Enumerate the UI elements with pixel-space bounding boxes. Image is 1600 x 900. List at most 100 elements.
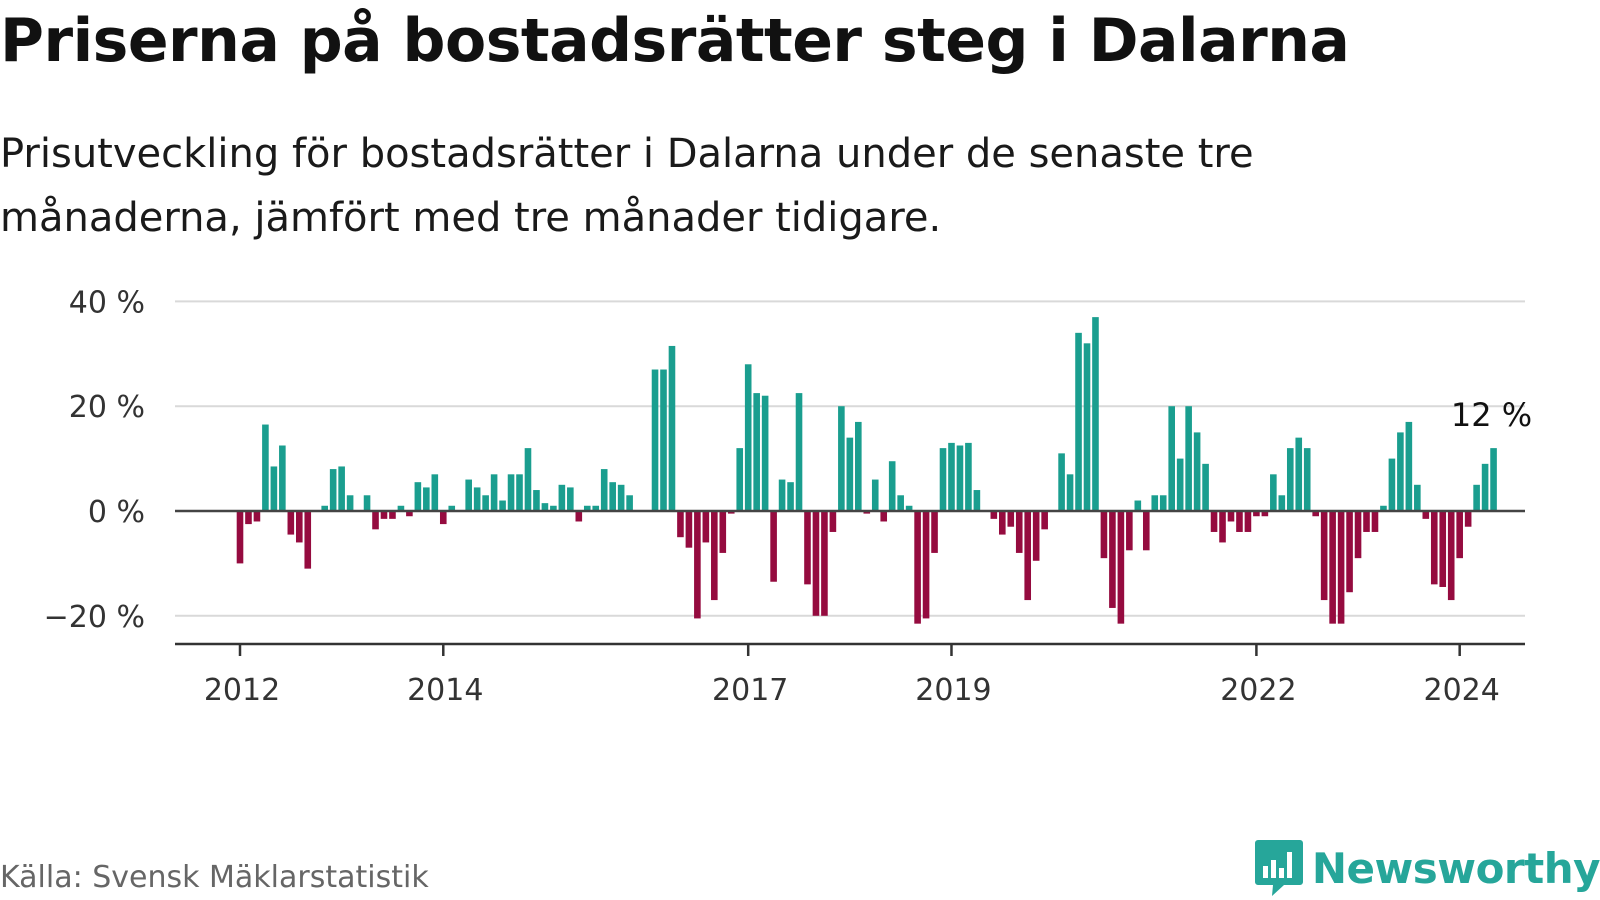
bar — [761, 395, 769, 511]
bar — [295, 511, 303, 543]
bar — [533, 490, 540, 511]
bar — [1286, 448, 1294, 511]
bar — [795, 393, 803, 511]
bar — [694, 511, 701, 619]
brand-logo: Newsworthy — [1254, 838, 1600, 898]
bar — [1414, 484, 1421, 511]
bar — [1032, 511, 1040, 561]
bar — [1490, 448, 1497, 511]
bar — [1092, 317, 1099, 511]
bar — [1481, 463, 1489, 511]
chart-title: Priserna på bostadsrätter steg i Dalarna — [0, 6, 1350, 76]
bar — [448, 505, 456, 511]
bar — [1151, 495, 1159, 511]
bar — [1270, 474, 1277, 511]
bar — [1193, 432, 1201, 511]
bar — [617, 484, 625, 511]
bar — [1244, 511, 1252, 532]
bar — [1236, 511, 1243, 532]
bar — [1109, 511, 1116, 608]
bar — [719, 511, 727, 553]
bar — [1083, 343, 1091, 511]
bar — [1126, 511, 1133, 551]
y-tick-label: −20 % — [44, 600, 145, 635]
bars — [236, 317, 1497, 624]
bar — [592, 505, 600, 511]
bar — [423, 487, 430, 511]
bar — [744, 364, 752, 511]
bar — [1405, 421, 1413, 511]
bar — [787, 482, 794, 511]
bar — [279, 445, 286, 511]
bar — [905, 505, 913, 511]
bar — [1388, 458, 1396, 511]
bar — [406, 511, 413, 517]
bar — [583, 505, 591, 511]
bar — [1397, 432, 1404, 511]
bar — [1041, 511, 1048, 530]
bar — [567, 487, 574, 511]
bar — [1430, 511, 1438, 585]
bar — [1464, 511, 1472, 527]
bar — [1015, 511, 1023, 553]
bar-chart: 40 % 20 % 0 % −20 % 2012 2014 2017 2019 2022 202… — [44, 285, 1533, 708]
bar — [380, 511, 388, 519]
bar — [914, 511, 921, 624]
bar — [550, 505, 557, 511]
y-axis: 40 % 20 % 0 % −20 % — [44, 285, 145, 634]
bar — [880, 511, 888, 522]
bar — [1100, 511, 1108, 559]
bar — [541, 503, 549, 511]
bar — [1422, 511, 1430, 519]
bar — [397, 505, 405, 511]
bar — [482, 495, 489, 511]
source-note: Källa: Svensk Mäklarstatistik — [0, 860, 429, 895]
bar — [939, 448, 947, 511]
bar — [863, 511, 871, 514]
bar — [1261, 511, 1269, 517]
bar — [439, 511, 447, 525]
bar — [609, 482, 616, 511]
bar — [1439, 511, 1447, 587]
bar — [1447, 511, 1455, 601]
bar — [685, 511, 693, 548]
x-tick-label: 2019 — [915, 673, 991, 708]
bar — [1117, 511, 1125, 624]
bar — [1134, 500, 1142, 511]
bar — [897, 495, 904, 511]
bar — [253, 511, 261, 522]
bar — [1329, 511, 1336, 624]
bar — [465, 479, 472, 511]
bar — [524, 448, 532, 511]
bar — [973, 490, 981, 511]
bar — [1227, 511, 1235, 522]
bar — [1007, 511, 1015, 527]
newsworthy-logo-icon — [1254, 840, 1303, 896]
bar — [1210, 511, 1218, 532]
annotations: 12 % — [1451, 396, 1532, 434]
bar — [304, 511, 312, 569]
bar — [1295, 437, 1303, 511]
bar — [1168, 406, 1175, 511]
bar — [855, 421, 862, 511]
bar — [812, 511, 820, 616]
y-tick-label: 40 % — [69, 285, 145, 320]
bar — [651, 369, 659, 511]
bar — [1380, 505, 1387, 511]
bar — [245, 511, 252, 525]
bar — [922, 511, 930, 619]
bar — [1337, 511, 1345, 624]
bar — [1354, 511, 1362, 559]
bar — [1066, 474, 1074, 511]
bar — [473, 487, 481, 511]
x-tick-label: 2014 — [407, 673, 483, 708]
bar — [871, 479, 879, 511]
bar — [287, 511, 295, 535]
bar — [1075, 332, 1082, 511]
bar — [329, 469, 337, 511]
bar — [507, 474, 515, 511]
bar — [490, 474, 498, 511]
bar — [965, 442, 972, 511]
bar — [499, 500, 506, 511]
bar — [956, 445, 964, 511]
